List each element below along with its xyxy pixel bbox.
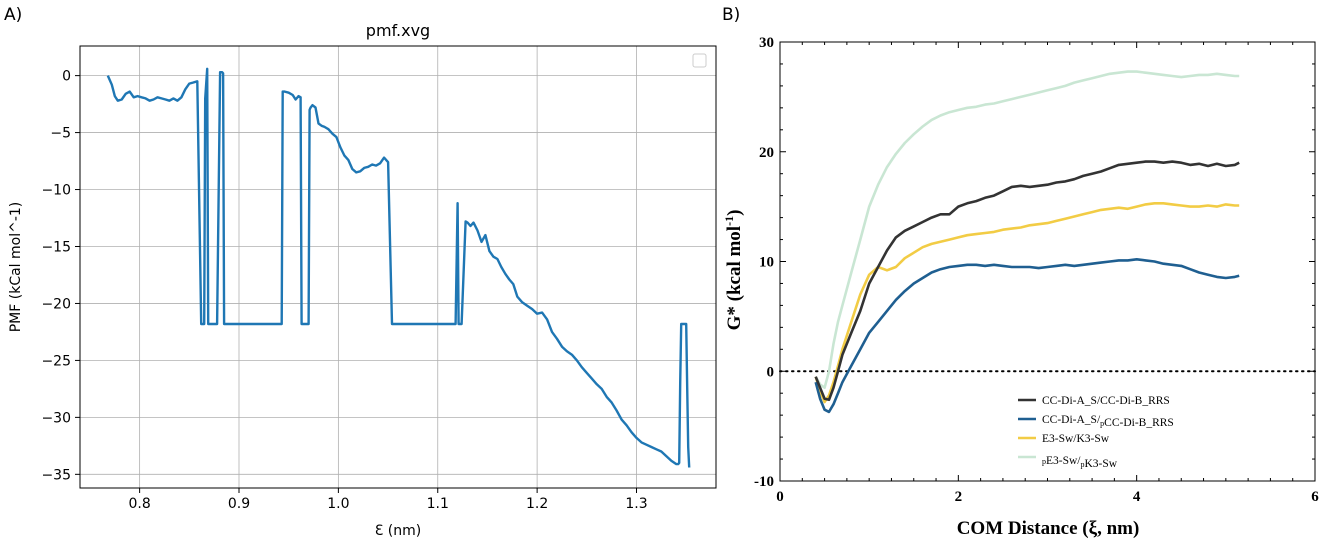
chart-b-ylabel-sup: -1: [722, 216, 736, 226]
chart-a-ytick-label: −10: [41, 183, 71, 199]
chart-b-legend-label: CC-Di-A_S/CC-Di-B_RRS: [1042, 395, 1170, 407]
chart-b-ylabel-close: ): [724, 210, 745, 216]
chart-b-ytick-label: 20: [759, 145, 774, 161]
chart-a-ytick-label: −35: [41, 467, 71, 483]
panel-a-label: A): [4, 5, 22, 25]
chart-b-ylabel-main: G* (kcal mol: [724, 226, 745, 331]
chart-a-xlabel: Ɛ (nm): [375, 523, 421, 539]
panel-b-label: B): [722, 5, 740, 25]
chart-a-ytick-label: −25: [41, 353, 71, 369]
chart-a-ytick-label: −15: [41, 239, 71, 255]
chart-b-xtick-label: 2: [955, 489, 963, 505]
chart-b-legend-label: pE3-Sw/pK3-Sw: [1042, 455, 1118, 470]
chart-a-frame: [79, 45, 717, 489]
chart-a-series: [106, 67, 691, 468]
chart-b-legend-label: CC-Di-A_S/pCC-Di-B_RRS: [1042, 414, 1174, 429]
chart-b-xtick-label: 4: [1133, 489, 1141, 505]
chart-a-ytick-label: −5: [50, 126, 71, 142]
chart-a-xtick-label: 1.2: [526, 496, 548, 512]
chart-b-series-line: [814, 160, 1240, 402]
chart-b-ytick-label: 10: [759, 255, 774, 271]
chart-a-grid: [80, 46, 716, 488]
chart-b-series-line: [814, 202, 1240, 404]
chart-b-ytick-label: 0: [767, 364, 775, 380]
chart-b-xlabel: COM Distance (ξ, nm): [957, 518, 1140, 539]
chart-a-title: pmf.xvg: [366, 21, 430, 40]
chart-a-series-line: [106, 67, 691, 468]
chart-b-ytick-label: 30: [759, 35, 774, 51]
chart-a-xtick-label: 0.9: [228, 496, 250, 512]
chart-b-series-line: [814, 257, 1240, 414]
chart-b-xtick-label: 6: [1311, 489, 1319, 505]
chart-b-ylabel: G* (kcal mol-1): [722, 210, 745, 331]
chart-b-series: [814, 70, 1240, 414]
chart-a-xtick-label: 1.0: [327, 496, 349, 512]
chart-a-xtick-label: 0.8: [128, 496, 150, 512]
chart-a-ytick-label: 0: [62, 69, 71, 85]
chart-a-xtick-label: 1.3: [625, 496, 647, 512]
chart-b-legend: CC-Di-A_S/CC-Di-B_RRS CC-Di-A_S/pCC-Di-B_…: [1018, 395, 1174, 470]
chart-a-ytick-label: −30: [41, 410, 71, 426]
chart-b-legend-label: E3-Sw/K3-Sw: [1042, 433, 1110, 445]
chart-a-legend-box: [692, 53, 707, 68]
chart-a-xtick-label: 1.1: [427, 496, 449, 512]
chart-b-ytick-label: -10: [754, 474, 774, 490]
chart-b-series-line: [814, 70, 1240, 390]
chart-a-ylabel: PMF (kCal mol^-1): [8, 202, 24, 333]
panel-a: A) pmf.xvg 0.8 0.9 1.0 1.1 1.2 1.3 0 −5 −10 −15 −2…: [4, 5, 717, 539]
chart-a-ticks: 0.8 0.9 1.0 1.1 1.2 1.3 0 −5 −10 −15 −20 −25 −30 −35: [41, 69, 647, 512]
chart-b-xtick-label: 0: [776, 489, 784, 505]
chart-a-ytick-label: −20: [41, 296, 71, 312]
